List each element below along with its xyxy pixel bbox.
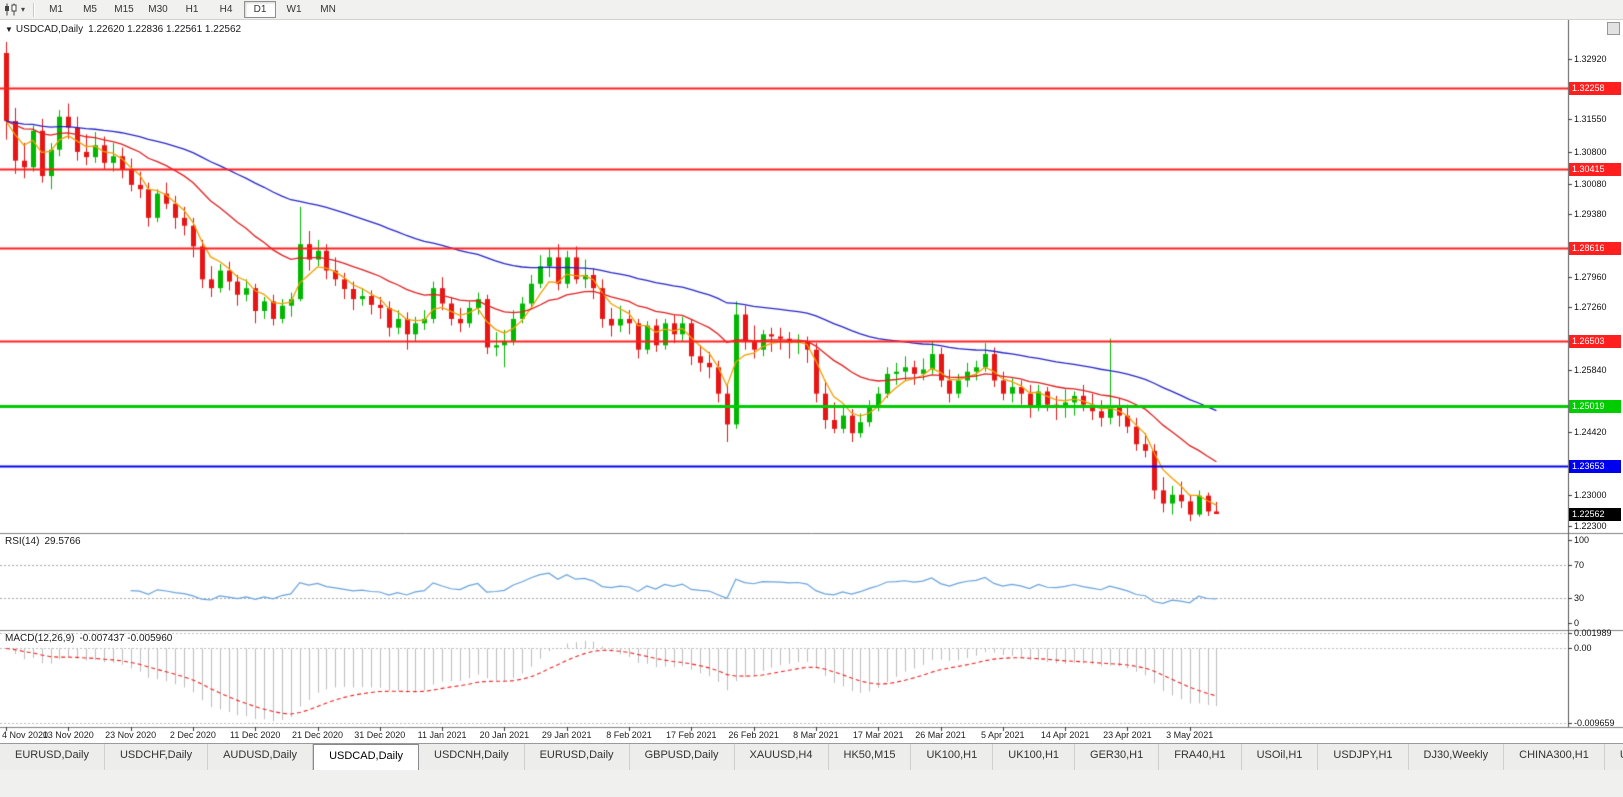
toolbar-separator <box>33 2 36 17</box>
chevron-down-icon: ▾ <box>21 5 26 14</box>
macd-axis-label: 0.001989 <box>1574 628 1612 639</box>
chart-scroll-button[interactable] <box>1607 22 1620 35</box>
date-label: 11 Jan 2021 <box>417 730 467 740</box>
rsi-name: RSI(14) <box>5 536 40 547</box>
price-tick: 1.32920 <box>1574 53 1607 64</box>
price-chart-canvas[interactable] <box>0 0 1623 743</box>
hline-price-badge: 1.28616 <box>1569 241 1621 255</box>
date-label: 31 Dec 2020 <box>354 730 406 740</box>
timeframe-button-m15[interactable]: M15 <box>114 4 134 15</box>
status-strip <box>0 769 1623 797</box>
macd-axis-label: 0.00 <box>1574 643 1592 654</box>
rsi-indicator-label: RSI(14) 29.5766 <box>5 536 86 547</box>
symbol-tab-usdchf-daily[interactable]: USDCHF,Daily <box>104 744 209 770</box>
chart-symbol-label: USDCAD,Daily <box>15 24 84 35</box>
symbol-tab-gbpusd-daily[interactable]: GBPUSD,Daily <box>629 744 735 770</box>
price-tick: 1.30080 <box>1574 178 1607 189</box>
timeframe-button-m30[interactable]: M30 <box>148 4 168 15</box>
date-label: 2 Dec 2020 <box>169 730 216 740</box>
timeframe-button-m5[interactable]: M5 <box>83 4 97 15</box>
rsi-axis-label: 0 <box>1574 618 1580 629</box>
chart-tab-bar: EURUSD,Daily USDCHF,Daily AUDUSD,Daily USDC… <box>0 743 1623 770</box>
timeframe-button-m1[interactable]: M1 <box>49 4 63 15</box>
price-tick: 1.22300 <box>1574 520 1607 531</box>
symbol-tab-uk100-h1[interactable]: UK100,H1 <box>993 744 1076 770</box>
price-tick: 1.31550 <box>1574 113 1607 124</box>
date-label: 13 Nov 2020 <box>42 730 94 740</box>
timeframe-button-mn[interactable]: MN <box>320 4 336 15</box>
date-label: 21 Dec 2020 <box>291 730 344 740</box>
price-tick: 1.27960 <box>1574 271 1607 282</box>
date-label: 4 Nov 2020 <box>2 730 49 740</box>
macd-values: -0.007437 -0.005960 <box>79 633 173 644</box>
timeframe-toolbar: M1 M5 M15 M30 H1 H4 D1 W1 MN <box>39 1 345 18</box>
date-label: 8 Feb 2021 <box>606 730 652 740</box>
candlestick-chart-icon <box>4 3 19 16</box>
hline-price-badge: 1.23653 <box>1569 460 1621 474</box>
rsi-value: 29.5766 <box>44 536 81 547</box>
date-label: 26 Feb 2021 <box>728 730 779 740</box>
date-label: 23 Apr 2021 <box>1103 730 1152 740</box>
symbol-tab-u[interactable]: U <box>1604 744 1623 770</box>
price-axis[interactable]: 1.32920 1.31550 1.30800 1.30080 1.29380 1.279… <box>1568 19 1623 743</box>
time-axis[interactable]: 4 Nov 2020 13 Nov 2020 23 Nov 2020 2 Dec 20… <box>0 727 1568 743</box>
date-label: 3 May 2021 <box>1166 730 1214 740</box>
date-label: 20 Jan 2021 <box>479 730 530 740</box>
rsi-axis-label: 70 <box>1574 559 1585 570</box>
symbol-tab-eurusd-daily[interactable]: EURUSD,Daily <box>524 744 630 770</box>
symbol-tab-uk100-h1[interactable]: UK100,H1 <box>911 744 994 770</box>
symbol-tab-usdcnh-daily[interactable]: USDCNH,Daily <box>419 744 525 770</box>
price-tick: 1.24420 <box>1574 427 1607 438</box>
date-label: 29 Jan 2021 <box>541 730 592 740</box>
symbol-tab-ger30-h1[interactable]: GER30,H1 <box>1075 744 1160 770</box>
symbol-tab-dj30-weekly[interactable]: DJ30,Weekly <box>1408 744 1505 770</box>
symbol-tab-eurusd-daily[interactable]: EURUSD,Daily <box>0 744 105 770</box>
hline-price-badge: 1.30415 <box>1569 162 1621 176</box>
rsi-axis-label: 30 <box>1574 593 1585 604</box>
date-label: 5 Apr 2021 <box>981 730 1025 740</box>
symbol-tab-xauusd-h4[interactable]: XAUUSD,H4 <box>734 744 829 770</box>
chart-title: ▼ USDCAD,Daily 1.22620 1.22836 1.22561 1.2… <box>5 24 246 35</box>
date-label: 8 Mar 2021 <box>793 730 839 740</box>
timeframe-button-d1[interactable]: D1 <box>244 1 277 18</box>
chart-type-button[interactable]: ▾ <box>0 0 29 19</box>
macd-indicator-label: MACD(12,26,9) -0.007437 -0.005960 <box>5 633 177 644</box>
date-label: 23 Nov 2020 <box>105 730 157 740</box>
timeframe-button-h1[interactable]: H1 <box>185 4 199 15</box>
hline-price-badge: 1.32258 <box>1569 81 1621 95</box>
date-label: 17 Mar 2021 <box>852 730 904 740</box>
current-price-badge: 1.22562 <box>1569 508 1621 521</box>
symbol-tab-china300-h1[interactable]: CHINA300,H1 <box>1504 744 1605 770</box>
symbol-tab-usdjpy-h1[interactable]: USDJPY,H1 <box>1318 744 1409 770</box>
price-tick: 1.29380 <box>1574 209 1607 220</box>
timeframe-button-w1[interactable]: W1 <box>286 4 302 15</box>
chart-ohlc-values: 1.22620 1.22836 1.22561 1.22562 <box>88 24 242 35</box>
date-label: 14 Apr 2021 <box>1040 730 1090 740</box>
hline-price-badge: 1.25019 <box>1569 400 1621 413</box>
symbol-tab-usdcad-daily[interactable]: USDCAD,Daily <box>313 744 420 770</box>
macd-axis-label: -0.009659 <box>1574 717 1615 728</box>
timeframe-button-h4[interactable]: H4 <box>219 4 233 15</box>
price-tick: 1.30800 <box>1574 146 1607 157</box>
symbol-tab-hk50-m15[interactable]: HK50,M15 <box>828 744 912 770</box>
top-toolbar: ▾ M1 M5 M15 M30 H1 H4 D1 W1 MN <box>0 0 1623 20</box>
symbol-marker-icon: ▼ <box>5 25 13 34</box>
date-label: 26 Mar 2021 <box>915 730 966 740</box>
symbol-tab-fra40-h1[interactable]: FRA40,H1 <box>1159 744 1242 770</box>
symbol-tab-usoil-h1[interactable]: USOil,H1 <box>1241 744 1319 770</box>
symbol-tab-audusd-daily[interactable]: AUDUSD,Daily <box>208 744 314 770</box>
date-label: 17 Feb 2021 <box>666 730 717 740</box>
price-tick: 1.25840 <box>1574 364 1607 375</box>
hline-price-badge: 1.26503 <box>1569 334 1621 348</box>
price-tick: 1.23000 <box>1574 489 1607 500</box>
macd-name: MACD(12,26,9) <box>5 633 75 644</box>
date-label: 11 Dec 2020 <box>230 730 281 740</box>
rsi-axis-label: 100 <box>1574 534 1590 545</box>
price-tick: 1.27260 <box>1574 302 1607 313</box>
